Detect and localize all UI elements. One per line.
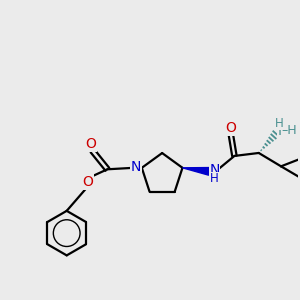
Text: N: N xyxy=(277,124,288,138)
Text: O: O xyxy=(85,137,97,152)
Text: H: H xyxy=(274,117,283,130)
Text: –H: –H xyxy=(282,124,297,137)
Text: O: O xyxy=(82,175,93,189)
Text: H: H xyxy=(210,172,219,185)
Text: O: O xyxy=(225,121,236,135)
Text: N: N xyxy=(209,163,220,177)
Text: N: N xyxy=(131,160,141,174)
Polygon shape xyxy=(182,167,210,175)
